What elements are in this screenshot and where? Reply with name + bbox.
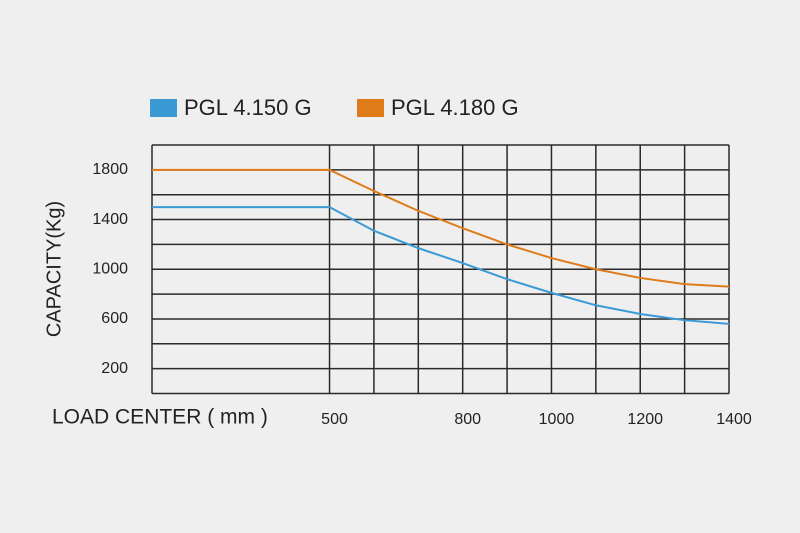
- x-axis-label: LOAD CENTER ( mm ): [52, 406, 268, 429]
- legend-label: PGL 4.150 G: [184, 95, 312, 120]
- y-tick-label: 1800: [92, 161, 128, 178]
- y-tick-label: 600: [101, 310, 128, 327]
- y-tick-label: 1000: [92, 260, 128, 277]
- series-line: [152, 168, 730, 288]
- x-tick-label: 1200: [627, 411, 663, 428]
- x-tick-label: 500: [321, 411, 348, 428]
- x-tick-label: 800: [454, 411, 481, 428]
- legend-label: PGL 4.180 G: [391, 95, 519, 120]
- x-tick-label: 1400: [716, 411, 752, 428]
- y-tick-label: 1400: [92, 211, 128, 228]
- y-tick-label: 200: [101, 360, 128, 377]
- series-line: [152, 206, 730, 325]
- x-tick-label: 1000: [539, 411, 575, 428]
- legend-swatch: [357, 99, 384, 117]
- legend-swatch: [150, 99, 177, 117]
- y-axis-label: CAPACITY(Kg): [43, 201, 65, 337]
